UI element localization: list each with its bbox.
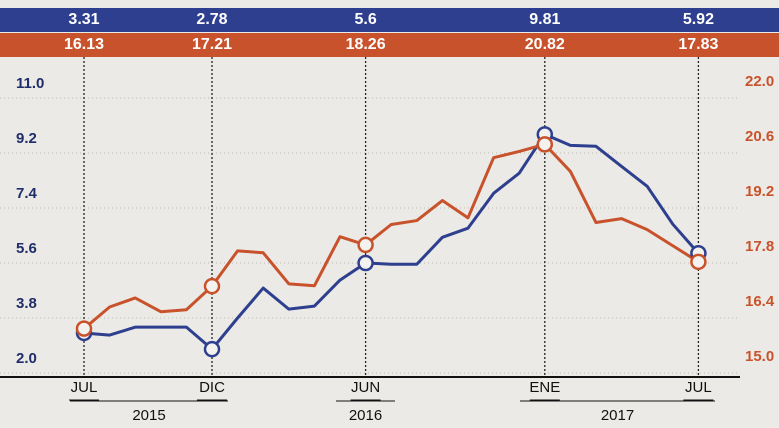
x-tick-label: JUN (351, 379, 380, 396)
y-tick-label: 7.4 (16, 185, 38, 202)
y2-tick-label: 16.4 (745, 293, 775, 310)
x-tick-label: JUL (685, 379, 712, 396)
series-line (83, 132, 700, 351)
data-label: 9.81 (529, 11, 560, 28)
y-tick-label: 5.6 (16, 240, 37, 257)
data-label: 5.92 (683, 11, 714, 28)
point-marker (357, 254, 374, 272)
point-marker (357, 236, 374, 254)
data-label: 18.26 (346, 36, 386, 53)
y-tick-label: 9.2 (16, 130, 37, 147)
blue-banner (0, 8, 779, 32)
y-tick-label: 2.0 (16, 350, 37, 367)
data-label: 17.21 (192, 36, 232, 53)
y2-tick-label: 20.6 (745, 128, 774, 145)
y-tick-label: 3.8 (16, 295, 37, 312)
point-marker (536, 136, 554, 153)
data-label: 3.31 (68, 11, 99, 28)
point-marker (203, 277, 221, 295)
y2-tick-label: 15.0 (745, 348, 774, 365)
year-label: 2017 (601, 407, 634, 424)
data-label: 2.78 (196, 11, 227, 28)
x-tick-label: ENE (529, 379, 560, 396)
x-tick-label: JUL (71, 379, 98, 396)
y-tick-label: 11.0 (16, 75, 44, 92)
y2-tick-label: 22.0 (745, 73, 774, 90)
orange-banner (0, 33, 779, 57)
y2-tick-label: 17.8 (745, 238, 774, 255)
y2-tick-label: 19.2 (745, 183, 774, 200)
data-label: 17.83 (678, 36, 718, 53)
data-label: 16.13 (64, 36, 104, 53)
year-label: 2015 (132, 407, 165, 424)
point-marker (75, 320, 93, 337)
point-marker (203, 340, 221, 358)
point-marker (690, 253, 707, 271)
series-line (83, 142, 700, 330)
data-label: 5.6 (354, 11, 376, 28)
x-tick-label: DIC (199, 379, 225, 396)
data-label: 20.82 (525, 36, 565, 53)
year-label: 2016 (349, 407, 382, 424)
